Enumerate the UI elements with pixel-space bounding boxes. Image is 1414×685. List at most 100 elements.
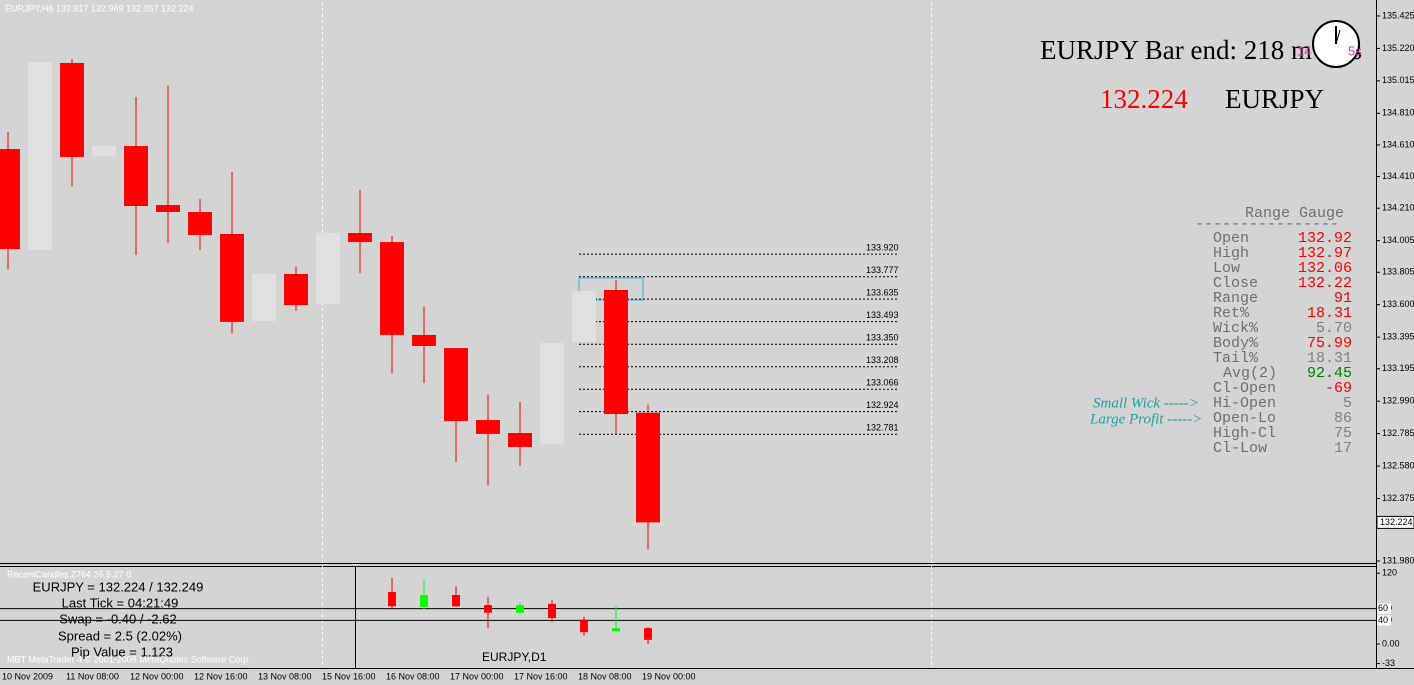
x-tick-label: 17 Nov 00:00 (450, 671, 504, 681)
gauge-label: Cl-Open (1213, 380, 1276, 397)
y-tick-label: 132.785 (1382, 428, 1414, 438)
candle-body (444, 348, 468, 421)
y-tick-label: -33 (1382, 658, 1395, 668)
gauge-label: Tail% (1213, 350, 1259, 367)
level-label: 133.777 (866, 265, 899, 275)
bar-end: EURJPY Bar end: 218 m 11 s (1040, 35, 1362, 65)
level-label: 132.781 (866, 423, 899, 433)
candle-body (476, 420, 500, 434)
gauge-label: High (1213, 245, 1249, 262)
symbol: EURJPY (1225, 84, 1324, 114)
level-label: 60 (1378, 603, 1388, 613)
y-tick-label: 120 (1382, 568, 1397, 578)
candle-body (644, 628, 652, 640)
info-line: Last Tick = 04:21:49 (62, 595, 179, 610)
gauge-value: 132.92 (1298, 230, 1352, 247)
gauge-value: 132.06 (1298, 260, 1352, 277)
gauge-value: 75 (1334, 425, 1352, 442)
gauge-label: Hi-Open (1213, 395, 1276, 412)
info-line: Pip Value = 1.123 (71, 644, 173, 659)
clock-hand (1335, 29, 1341, 45)
candle-body (580, 619, 588, 633)
y-tick-label: 133.195 (1382, 363, 1414, 373)
y-tick-label: 134.210 (1382, 203, 1414, 213)
info-line: Swap = -0.40 / -2.62 (59, 611, 176, 626)
level-label: 133.066 (866, 378, 899, 388)
candle-body (284, 274, 308, 306)
level-label: 40 (1378, 615, 1388, 625)
gauge-value: 92.45 (1307, 365, 1352, 382)
y-tick-label: 133.805 (1382, 267, 1414, 277)
candle-body (508, 433, 532, 447)
candle-body (452, 595, 460, 607)
gauge-value: 91 (1334, 290, 1352, 307)
y-tick-label: 135.015 (1382, 75, 1414, 85)
gauge-value: 132.97 (1298, 245, 1352, 262)
level-label: 133.920 (866, 242, 899, 252)
level-label-box (1377, 603, 1391, 614)
gauge-label: Open (1213, 230, 1249, 247)
gauge-value: 5.70 (1316, 320, 1352, 337)
gauge-label: Cl-Low (1213, 440, 1267, 457)
candle-body (156, 205, 180, 213)
candle-body (636, 412, 660, 523)
x-tick-label: 12 Nov 16:00 (194, 671, 248, 681)
price-label: 132.224 (1380, 517, 1413, 527)
candle-body (348, 233, 372, 243)
x-tick-label: 16 Nov 08:00 (386, 671, 440, 681)
candle-body (420, 595, 428, 607)
gauge-label: Avg(2) (1223, 365, 1277, 382)
x-tick-label: 17 Nov 16:00 (514, 671, 568, 681)
y-tick-label: 133.395 (1382, 332, 1414, 342)
info-title: RecentCandles 2764 26 5.27 0 (7, 569, 131, 579)
level-label-box (1377, 615, 1391, 626)
level-label: 133.493 (866, 310, 899, 320)
gauge-value: 75.99 (1307, 335, 1352, 352)
gauge-value: 132.22 (1298, 275, 1352, 292)
gauge-value: 86 (1334, 410, 1352, 427)
x-tick-label: 12 Nov 00:00 (130, 671, 184, 681)
y-tick-label: 134.810 (1382, 108, 1414, 118)
panel-title: EURJPY,D1 (482, 650, 547, 664)
x-tick-label: 15 Nov 16:00 (322, 671, 376, 681)
gauge-value: 18.31 (1307, 305, 1352, 322)
chart-title: EURJPY,H6 132.917 132.969 132.057 132.22… (5, 3, 194, 13)
x-tick-label: 10 Nov 2009 (2, 671, 53, 681)
candle-body (124, 146, 148, 206)
y-tick-label: 134.610 (1382, 139, 1414, 149)
candle-body (388, 592, 396, 607)
y-tick-label: 0.00 (1382, 638, 1400, 648)
candle-body (380, 242, 404, 335)
y-tick-label: 131.980 (1382, 555, 1414, 565)
x-tick-label: 13 Nov 08:00 (258, 671, 312, 681)
gauge-value: 5 (1343, 395, 1352, 412)
candle-body (28, 62, 52, 250)
candle-body (548, 603, 556, 619)
candle-body (540, 343, 564, 444)
candle-body (92, 146, 116, 157)
annotation: Small Wick -----> (1093, 395, 1199, 411)
gauge-rule: ---------------- (1195, 216, 1339, 233)
candle-body (516, 605, 524, 613)
info-line: Spread = 2.5 (2.02%) (58, 628, 182, 643)
candle-body (412, 334, 436, 347)
gauge-label: Low (1213, 260, 1240, 277)
candle-body (60, 62, 84, 157)
annotation: Large Profit -----> (1089, 411, 1202, 427)
gauge-label: Wick% (1213, 320, 1259, 337)
gauge-value: 17 (1334, 440, 1352, 457)
x-tick-label: 11 Nov 08:00 (66, 671, 119, 681)
price-label-box (1376, 515, 1414, 529)
candle-body (252, 274, 276, 322)
level-label: 133.208 (866, 355, 899, 365)
y-tick-label: 135.425 (1382, 10, 1414, 20)
level-label: 132.924 (866, 400, 899, 410)
x-tick-label: 19 Nov 00:00 (642, 671, 696, 681)
gauge-value: -69 (1325, 380, 1352, 397)
candle-body (220, 234, 244, 322)
candle-body (0, 149, 20, 250)
gauge-label: Body% (1213, 335, 1259, 352)
y-tick-label: 135.220 (1382, 43, 1414, 53)
gauge-title: Range Gauge (1245, 205, 1344, 222)
